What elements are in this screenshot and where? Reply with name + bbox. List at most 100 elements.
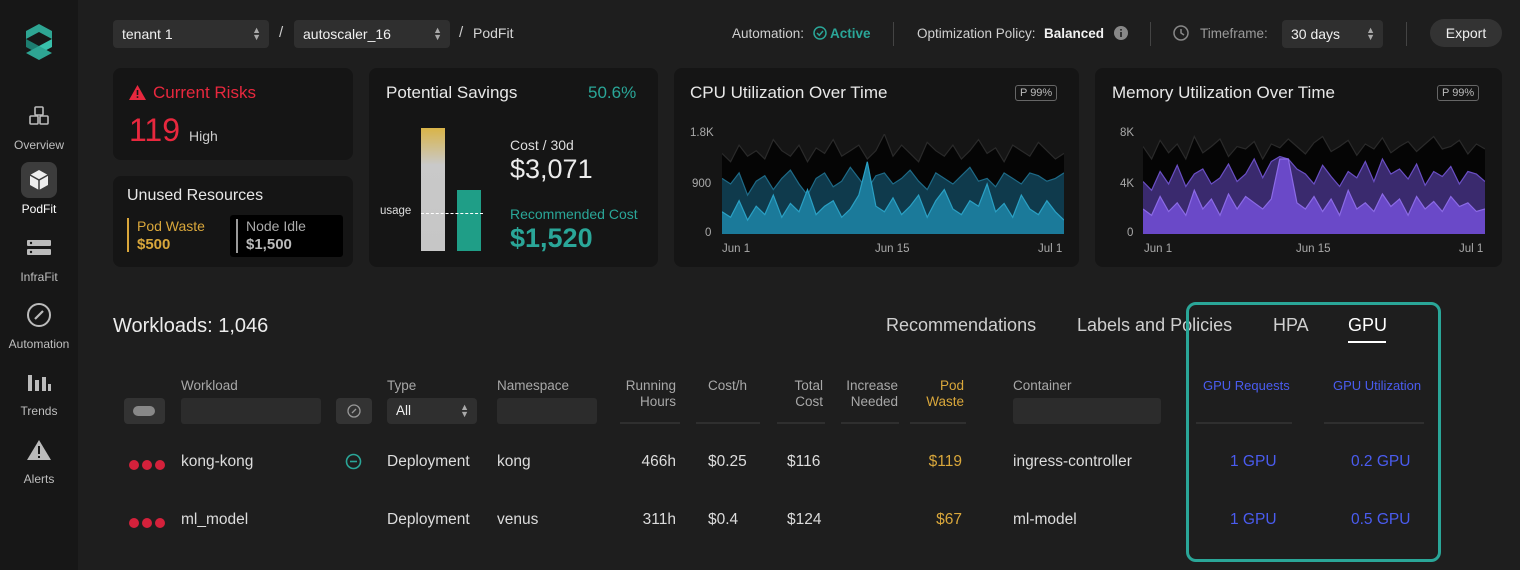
minus-circle-icon[interactable]	[345, 453, 362, 475]
automation-status: Active	[830, 26, 871, 41]
logo-icon[interactable]	[24, 22, 54, 62]
bar-chart-icon	[21, 364, 57, 400]
container-filter-input[interactable]	[1013, 398, 1161, 424]
divider	[893, 22, 894, 46]
autoscaler-select[interactable]: autoscaler_16 ▲ ▼	[294, 20, 450, 48]
risks-level: High	[189, 128, 218, 144]
sidebar-item-automation[interactable]: Automation	[0, 297, 78, 351]
tenant-select[interactable]: tenant 1 ▲ ▼	[113, 20, 269, 48]
export-button[interactable]: Export	[1430, 19, 1502, 47]
cell-container: ingress-controller	[1013, 453, 1132, 470]
header-namespace[interactable]: Namespace	[497, 378, 570, 393]
cpu-chart-plot	[722, 134, 1064, 234]
header-increase-line1: Increase	[846, 378, 898, 393]
tab-gpu[interactable]: GPU	[1348, 315, 1388, 335]
header-gpu-utilization[interactable]: GPU Utilization	[1333, 378, 1422, 393]
tab-recommendations[interactable]: Recommendations	[886, 315, 1037, 335]
node-idle-box: Node Idle $1,500	[230, 215, 343, 257]
sidebar-item-label: InfraFit	[20, 270, 58, 284]
column-underline	[777, 422, 825, 424]
y-tick: 1.8K	[690, 127, 714, 139]
x-tick: Jul 1	[1038, 243, 1063, 255]
automation-label: Automation:	[732, 26, 805, 41]
sidebar-item-alerts[interactable]: Alerts	[0, 432, 78, 486]
header-cost-per-hour[interactable]: Cost/h	[708, 378, 748, 393]
cost-value: $3,071	[510, 154, 593, 184]
pod-waste-value: $500	[137, 236, 171, 253]
compass-icon	[347, 404, 361, 418]
cube-icon	[21, 162, 57, 198]
cell-running-hours: 466h	[641, 453, 676, 470]
header-workload[interactable]: Workload	[181, 378, 238, 393]
sidebar-item-podfit[interactable]: PodFit	[0, 162, 78, 216]
warning-icon	[129, 85, 146, 105]
cell-gpu-requests: 1 GPU	[1230, 453, 1277, 470]
line-series-3	[1143, 158, 1485, 217]
tab-labels-and-policies[interactable]: Labels and Policies	[1077, 315, 1233, 335]
sidebar-item-label: Automation	[8, 337, 70, 351]
status-filter-button[interactable]	[336, 398, 372, 424]
type-filter-select[interactable]: All ▲ ▼	[387, 398, 477, 424]
header-pod-waste[interactable]: Pod Waste	[912, 378, 964, 410]
header-type[interactable]: Type	[387, 378, 417, 393]
gpu-highlight-frame	[1186, 302, 1441, 562]
usage-line	[421, 213, 483, 214]
memory-chart-plot	[1143, 135, 1485, 234]
cpu-percentile-badge[interactable]: P 99%	[1015, 85, 1058, 101]
cubes-icon	[21, 98, 57, 134]
column-underline	[696, 422, 760, 424]
cost-bar	[421, 128, 481, 251]
memory-percentile-badge[interactable]: P 99%	[1437, 85, 1480, 101]
namespace-filter-input[interactable]	[497, 398, 597, 424]
cell-total-cost: $116	[787, 453, 821, 470]
header-total-cost-line2: Cost	[795, 394, 823, 409]
updown-icon: ▲ ▼	[433, 25, 442, 42]
header-increase-line2: Needed	[850, 394, 898, 409]
cell-workload[interactable]: ml_model	[181, 511, 249, 528]
x-tick: Jul 1	[1459, 243, 1484, 255]
cell-workload[interactable]: kong-kong	[181, 453, 254, 470]
toggle-button[interactable]	[124, 398, 165, 424]
cell-container: ml-model	[1013, 511, 1077, 528]
workload-filter-input[interactable]	[181, 398, 321, 424]
current-risks-card[interactable]: Current Risks 119 High	[113, 68, 353, 160]
updown-icon: ▲ ▼	[460, 402, 469, 419]
info-icon[interactable]	[1114, 26, 1128, 45]
cell-cost-per-hour: $0.4	[708, 511, 739, 528]
risk-indicator	[129, 515, 168, 533]
header-gpu-requests[interactable]: GPU Requests	[1203, 378, 1290, 393]
timeframe-select[interactable]: 30 days ▲ ▼	[1282, 20, 1383, 48]
usage-label: usage	[380, 205, 412, 217]
x-tick: Jun 1	[722, 243, 751, 255]
y-tick: 8K	[1120, 127, 1135, 139]
cell-gpu-utilization: 0.2 GPU	[1351, 453, 1411, 470]
cell-total-cost: $124	[787, 511, 822, 528]
header-running-hours[interactable]: Running Hours	[620, 378, 676, 410]
sidebar-item-trends[interactable]: Trends	[0, 364, 78, 418]
unused-title: Unused Resources	[127, 187, 264, 204]
sidebar-item-overview[interactable]: Overview	[0, 98, 78, 152]
breadcrumb-separator: /	[279, 24, 284, 41]
node-idle-value: $1,500	[246, 236, 292, 253]
header-total-cost[interactable]: Total Cost	[772, 378, 823, 410]
toggle-icon	[133, 406, 155, 416]
policy-label: Optimization Policy:	[917, 26, 1036, 41]
sidebar-item-label: Overview	[13, 138, 64, 152]
sidebar-item-label: Alerts	[23, 472, 55, 486]
header-container[interactable]: Container	[1013, 378, 1072, 393]
y-tick: 0	[705, 227, 712, 239]
updown-icon: ▲ ▼	[252, 25, 261, 42]
divider	[1406, 22, 1407, 46]
policy-value: Balanced	[1044, 26, 1105, 41]
x-tick: Jun 1	[1144, 243, 1173, 255]
header-running-hours-line2: Hours	[639, 394, 676, 409]
column-underline	[910, 422, 966, 424]
sidebar-item-infrafit[interactable]: InfraFit	[0, 230, 78, 284]
tab-hpa[interactable]: HPA	[1273, 315, 1309, 335]
header-increase-needed[interactable]: Increase Needed	[841, 378, 898, 410]
breadcrumb-separator: /	[459, 24, 464, 41]
memory-chart-title: Memory Utilization Over Time	[1112, 83, 1335, 102]
y-tick: 900	[692, 178, 712, 190]
line-series-3	[722, 161, 1064, 222]
recommended-label: Recommended Cost	[510, 206, 638, 222]
